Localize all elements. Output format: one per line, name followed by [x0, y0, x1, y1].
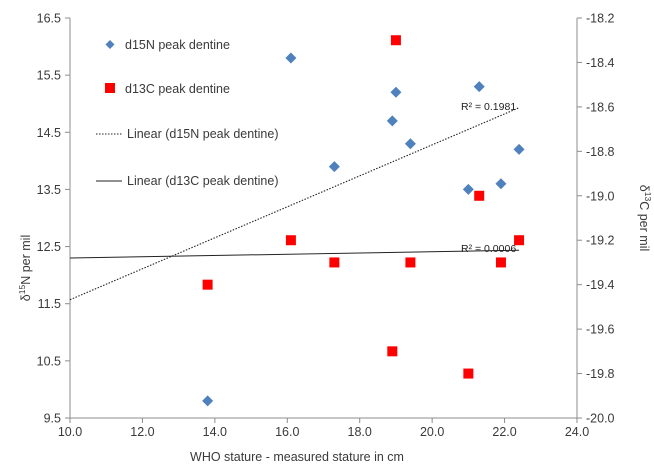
x-tick-label: 10.0	[58, 425, 82, 439]
x-tick-label: 16.0	[275, 425, 299, 439]
y-right-tick-label: -18.6	[586, 100, 615, 114]
y-left-tick-label: 12.5	[37, 240, 61, 254]
d13c-point	[405, 257, 416, 268]
d15n-point	[462, 183, 474, 195]
x-tick-label: 12.0	[130, 425, 154, 439]
y-left-tick-label: 10.5	[37, 354, 61, 368]
d13c-point	[514, 235, 525, 246]
y-right-tick-label: -20.0	[586, 412, 615, 426]
d15n-point	[202, 395, 214, 407]
d15n-point	[513, 143, 525, 155]
legend-trend-d15n-label: Linear (d15N peak dentine)	[127, 127, 279, 141]
d13c-point	[202, 279, 213, 290]
y-left-title-suffix: N per mil	[19, 235, 33, 285]
y-left-tick-label: 9.5	[44, 412, 61, 426]
y-left-tick-label: 13.5	[37, 183, 61, 197]
d15n-point	[404, 138, 416, 150]
y-right-tick-label: -19.0	[586, 189, 615, 203]
y-right-tick-label: -19.4	[586, 278, 615, 292]
d13c-point	[495, 257, 506, 268]
x-tick-label: 14.0	[203, 425, 227, 439]
r2-label-d13c: R² = 0.0006	[461, 243, 516, 255]
x-tick-label: 24.0	[565, 425, 589, 439]
y-left-tick-label: 15.5	[37, 69, 61, 83]
y-left-tick-label: 14.5	[37, 126, 61, 140]
legend-d15n-label: d15N peak dentine	[125, 38, 230, 52]
d13c-point	[474, 190, 485, 201]
y-left-axis-title: δ15N per mil	[17, 235, 33, 301]
legend-d13c-label: d13C peak dentine	[125, 82, 230, 96]
d13c-point	[390, 35, 401, 46]
d13c-point	[463, 368, 474, 379]
y-right-axis-title: δ13C per mil	[637, 185, 653, 251]
d15n-point	[285, 52, 297, 64]
legend-d15n-marker	[105, 40, 115, 49]
d13c-point	[387, 346, 398, 357]
trendline-d13c	[69, 249, 520, 259]
y-right-tick-label: -19.2	[586, 234, 615, 248]
d15n-point	[386, 115, 398, 127]
d13c-point	[285, 235, 296, 246]
x-axis-title: WHO stature - measured stature in cm	[190, 450, 404, 464]
y-left-tick-label: 16.5	[37, 12, 61, 26]
y-left-tick-label: 11.5	[38, 297, 61, 311]
r2-label-d15n: R² = 0.1981	[461, 101, 516, 113]
d15n-point	[328, 161, 340, 173]
d13c-point	[329, 257, 340, 268]
x-tick-label: 22.0	[492, 425, 516, 439]
y-right-tick-label: -19.8	[586, 367, 615, 381]
y-right-tick-label: -18.2	[586, 12, 615, 26]
x-tick-label: 20.0	[420, 425, 444, 439]
trendlines: R² = 0.1981 R² = 0.0006	[69, 101, 520, 301]
y-left-title-sup: 15	[17, 285, 27, 295]
axis-titles: WHO stature - measured stature in cm δ15…	[17, 185, 653, 464]
y-right-tick-label: -18.8	[586, 145, 615, 159]
y-left-title-prefix: δ	[19, 294, 33, 301]
legend-trend-d13c-label: Linear (d13C peak dentine)	[127, 174, 279, 188]
legend-d13c-marker	[105, 83, 115, 93]
y-right-title-prefix: δ	[637, 185, 651, 192]
d15n-point	[495, 178, 507, 190]
y-right-tick-label: -18.4	[586, 56, 615, 70]
y-right-title-suffix: C per mil	[637, 201, 651, 251]
x-tick-label: 18.0	[348, 425, 372, 439]
y-right-tick-label: -19.6	[586, 323, 615, 337]
legend: d15N peak dentine d13C peak dentine Linear…	[96, 38, 279, 188]
d15n-point	[390, 86, 402, 98]
data-points	[202, 35, 525, 407]
y-right-title-sup: 13	[643, 192, 653, 202]
trendline-d15n	[69, 107, 520, 301]
axes: 10.0 12.0 14.0 16.0 18.0 20.0 22.0 24.0 9.5 10.5 1…	[37, 12, 615, 440]
d15n-point	[473, 81, 485, 93]
